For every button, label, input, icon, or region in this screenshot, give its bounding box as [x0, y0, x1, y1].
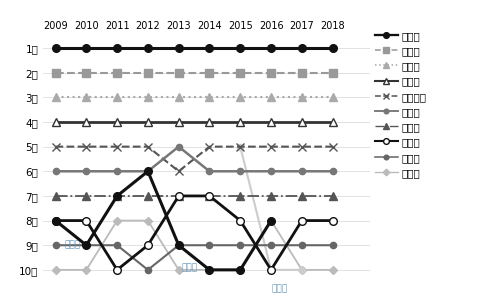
- Legend: 北海道, 京都府, 東京都, 沖縄県, 神奈川県, 奈良県, 大阪府, 福岡県, 長野県, 長崎県: 北海道, 京都府, 東京都, 沖縄県, 神奈川県, 奈良県, 大阪府, 福岡県,…: [375, 31, 427, 178]
- Text: 兵庫県: 兵庫県: [65, 240, 81, 249]
- Text: 兵庫県: 兵庫県: [182, 264, 198, 273]
- Text: 石川県: 石川県: [271, 285, 287, 294]
